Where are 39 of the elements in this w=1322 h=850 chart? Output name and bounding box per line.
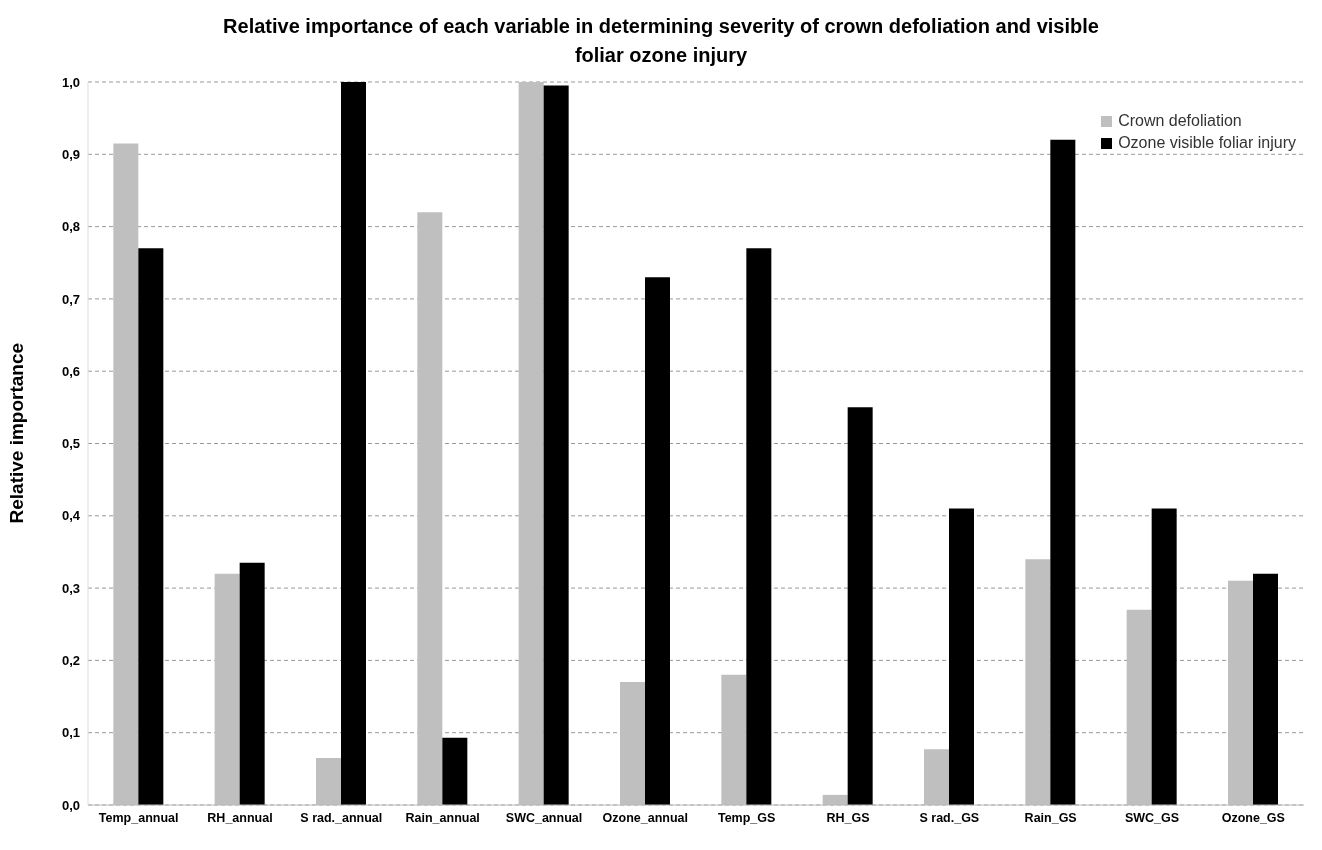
y-tick-label: 0,2	[61, 653, 80, 669]
bar	[1050, 139, 1076, 805]
x-tick-label: Rain_GS	[1024, 810, 1077, 825]
x-tick-label: Ozone_annual	[602, 810, 689, 825]
x-tick-label: Rain_annual	[405, 810, 480, 825]
bar	[1253, 573, 1278, 805]
chart-title: Relative importance of each variable in determining severity of crown defoliation and visible foliar ozone injury	[222, 14, 1100, 68]
x-tick-label: RH_GS	[826, 810, 870, 825]
bar	[543, 85, 569, 805]
bar	[949, 508, 974, 805]
bar	[746, 248, 772, 805]
y-tick-label: 0,9	[61, 146, 80, 162]
bar	[645, 277, 670, 805]
y-tick-label: 0,4	[61, 508, 81, 524]
x-tick-label: Temp_annual	[98, 810, 179, 825]
x-tick-label: Ozone_GS	[1221, 810, 1285, 825]
y-tick-label: 0,6	[61, 363, 80, 379]
x-tick-label: Temp_GS	[717, 810, 776, 825]
bar	[1151, 508, 1177, 805]
bar	[239, 562, 265, 805]
x-tick-label: S rad._GS	[919, 810, 980, 825]
legend-label: Crown defoliation	[1118, 111, 1242, 131]
bar	[341, 82, 366, 805]
y-tick-label: 0,5	[61, 436, 80, 452]
bar	[847, 407, 873, 805]
x-tick-label: S rad._annual	[300, 810, 383, 825]
y-tick-label: 1,0	[61, 74, 80, 90]
x-tick-label: SWC_annual	[505, 810, 583, 825]
legend-label: Ozone visible foliar injury	[1118, 133, 1296, 153]
y-tick-label: 0,7	[61, 291, 80, 307]
x-tick-label: RH_annual	[207, 810, 273, 825]
x-tick-label: SWC_GS	[1124, 810, 1180, 825]
y-tick-label: 0,8	[61, 219, 80, 235]
bar	[138, 248, 164, 805]
bar	[442, 737, 468, 805]
y-tick-label: 0,0	[61, 797, 80, 813]
y-tick-label: 0,3	[61, 580, 80, 596]
y-tick-label: 0,1	[61, 725, 80, 741]
y-axis-title: Relative importance	[5, 342, 27, 524]
